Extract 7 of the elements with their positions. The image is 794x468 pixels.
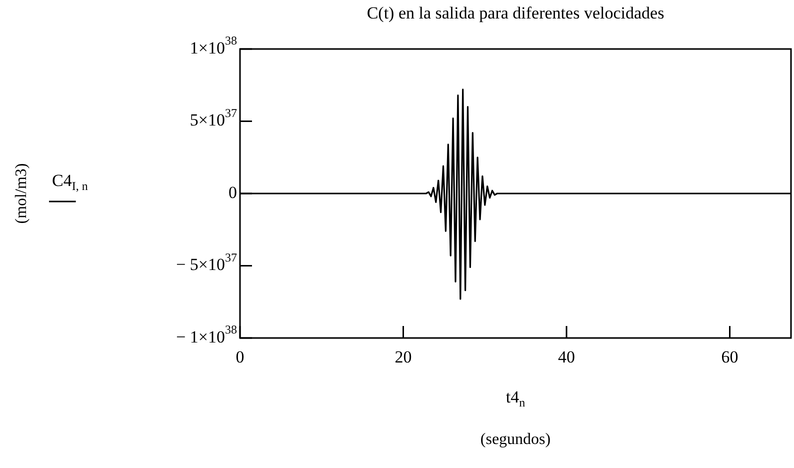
- x-axis-title: (segundos): [480, 431, 551, 448]
- text: (mol/m3): [13, 163, 30, 224]
- x-tick-label: 60: [721, 347, 738, 366]
- x-tick-label: 20: [394, 347, 412, 366]
- y-tick-label: 0: [228, 182, 237, 202]
- x-tick-label: 40: [558, 347, 576, 366]
- chart-title: C(t) en la salida para diferentes velocidades: [366, 3, 664, 22]
